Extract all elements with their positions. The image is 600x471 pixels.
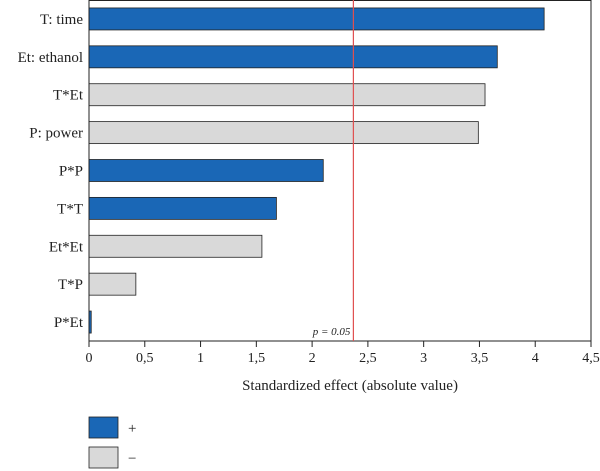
x-tick-label-2: 1 — [197, 351, 204, 366]
x-tick-label-4: 2 — [309, 351, 316, 366]
bar-1 — [88, 45, 498, 69]
category-label-4: P*P — [59, 164, 83, 180]
category-label-5: T*T — [57, 201, 83, 217]
legend-label-0: + — [128, 421, 136, 437]
bar-6 — [88, 234, 263, 258]
x-tick-label-7: 3,5 — [471, 351, 489, 366]
legend-label-1: − — [128, 451, 136, 467]
x-tick-label-6: 3 — [420, 351, 427, 366]
x-axis-ticks: 0 0,5 1 1,5 2 2,5 3 3,5 4 4,5 — [86, 341, 600, 366]
category-label-8: P*Et — [54, 315, 84, 331]
plot-frame — [88, 0, 592, 342]
bars-group — [88, 7, 545, 334]
category-label-6: Et*Et — [49, 239, 84, 255]
x-tick-label-1: 0,5 — [136, 351, 154, 366]
x-tick-label-5: 2,5 — [359, 351, 377, 366]
x-tick-label-9: 4,5 — [582, 351, 600, 366]
legend-swatch-1 — [88, 446, 119, 469]
bar-0 — [88, 7, 545, 31]
x-tick-label-0: 0 — [86, 351, 93, 366]
x-tick-label-3: 1,5 — [248, 351, 266, 366]
category-label-1: Et: ethanol — [18, 50, 83, 66]
bar-5 — [88, 196, 277, 220]
x-axis-title: Standardized effect (absolute value) — [242, 378, 458, 394]
category-labels: T: time Et: ethanol T*Et P: power P*P T*T Et*E… — [18, 12, 84, 331]
significance-label: p = 0.05 — [312, 326, 351, 338]
legend-swatch-0 — [88, 416, 119, 439]
reference-line-group: p = 0.05 — [312, 0, 354, 341]
category-label-0: T: time — [40, 12, 83, 28]
bar-7 — [88, 272, 137, 296]
bar-2 — [88, 83, 486, 107]
legend: +− — [88, 416, 136, 469]
category-label-3: P: power — [29, 126, 83, 142]
bar-4 — [88, 159, 324, 182]
bar-3 — [88, 121, 479, 145]
category-label-2: T*Et — [53, 88, 84, 104]
x-tick-label-8: 4 — [532, 351, 539, 366]
category-label-7: T*P — [58, 277, 83, 293]
